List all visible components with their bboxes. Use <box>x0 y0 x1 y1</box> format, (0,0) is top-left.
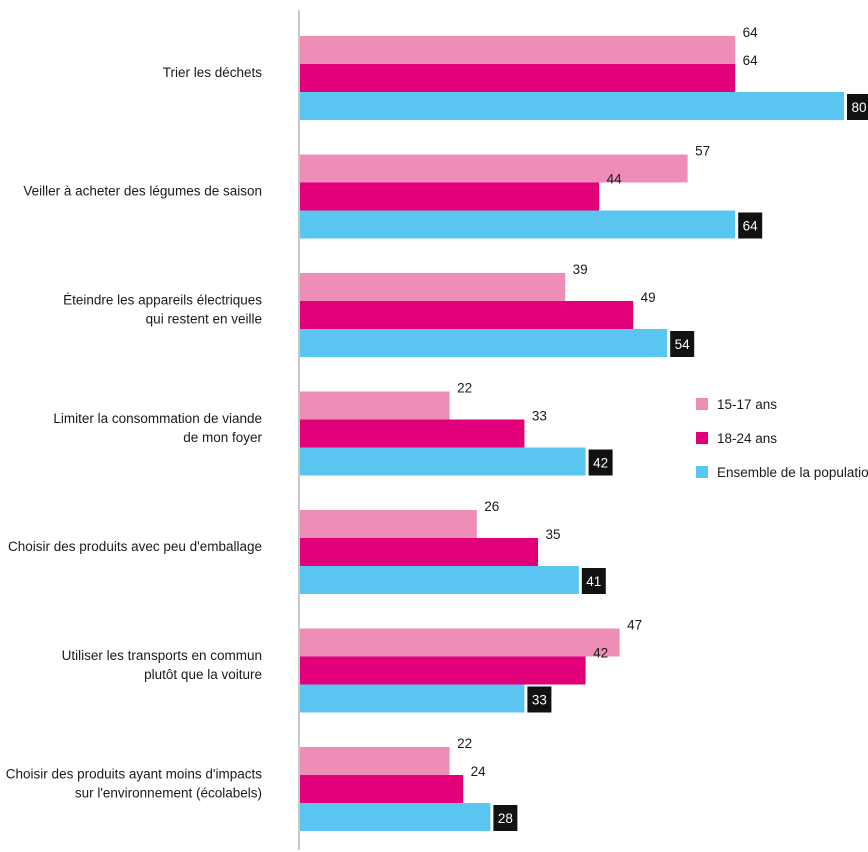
value-label: 24 <box>471 764 487 779</box>
value-label-box <box>527 686 552 713</box>
category-label: qui restent en veille <box>146 312 262 327</box>
bar-18-24-3 <box>300 419 525 448</box>
bar-15-17-6 <box>300 747 450 775</box>
legend-swatch <box>696 432 708 444</box>
legend-swatch <box>696 398 708 410</box>
category-label: Utiliser les transports en commun <box>62 648 262 663</box>
value-label: 44 <box>607 172 623 187</box>
legend-label: Ensemble de la population <box>717 465 868 480</box>
bar-18-24-2 <box>300 301 634 329</box>
legend: 15-17 ans 18-24 ans Ensemble de la populat… <box>696 397 868 480</box>
value-label-box <box>581 568 606 594</box>
category-label: Trier les déchets <box>163 65 263 80</box>
bar-18-24-6 <box>300 775 464 803</box>
value-label: 47 <box>627 618 642 633</box>
category-label: sur l'environnement (écolabels) <box>75 786 262 801</box>
value-label: 39 <box>573 262 588 277</box>
bar-18-24-1 <box>300 182 600 211</box>
bar-15-17-0 <box>300 36 736 64</box>
category-label: de mon foyer <box>183 430 262 445</box>
value-label-box <box>588 449 613 476</box>
value-label: 42 <box>593 456 608 471</box>
value-label: 64 <box>743 219 759 234</box>
bar-15-17-3 <box>300 391 450 420</box>
category-label: Limiter la consommation de viande <box>53 411 262 426</box>
value-label-box <box>670 331 695 357</box>
value-label-box <box>738 212 763 239</box>
value-label: 26 <box>484 499 499 514</box>
value-label: 28 <box>498 811 513 826</box>
bar-15-17-4 <box>300 510 477 538</box>
category-label: plutôt que la voiture <box>144 667 262 682</box>
category-labels: Trier les déchets Veiller à acheter des l… <box>6 65 263 801</box>
value-label: 22 <box>457 736 472 751</box>
value-label: 54 <box>675 337 691 352</box>
bar-18-24-0 <box>300 64 736 92</box>
value-label: 42 <box>593 646 608 661</box>
bar-18-24-4 <box>300 538 538 566</box>
value-label: 33 <box>532 409 547 424</box>
legend-label: 15-17 ans <box>717 397 777 412</box>
value-label: 22 <box>457 381 472 396</box>
bar-ensemble-2 <box>300 329 668 357</box>
category-label: Choisir des produits ayant moins d'impac… <box>6 767 262 782</box>
bar-ensemble-0 <box>300 92 844 120</box>
bar-15-17-5 <box>300 628 620 657</box>
value-label: 80 <box>851 100 866 115</box>
legend-swatch <box>696 466 708 478</box>
value-label-box <box>847 94 868 120</box>
value-label: 57 <box>695 144 710 159</box>
value-label: 49 <box>641 290 656 305</box>
bar-ensemble-3 <box>300 447 586 476</box>
legend-label: 18-24 ans <box>717 431 777 446</box>
bar-ensemble-1 <box>300 210 736 239</box>
category-label: Veiller à acheter des légumes de saison <box>23 184 262 199</box>
bar-15-17-2 <box>300 273 566 301</box>
category-label: Choisir des produits avec peu d'emballag… <box>8 539 262 554</box>
bar-ensemble-5 <box>300 684 525 713</box>
value-label-box <box>493 805 518 831</box>
bar-15-17-1 <box>300 154 688 183</box>
category-label: Éteindre les appareils électriques <box>63 293 262 308</box>
value-label: 64 <box>743 53 759 68</box>
value-label: 64 <box>743 25 759 40</box>
bar-ensemble-6 <box>300 803 491 831</box>
bar-18-24-5 <box>300 656 586 685</box>
value-label: 41 <box>586 574 601 589</box>
bar-ensemble-4 <box>300 566 579 594</box>
value-label: 35 <box>545 527 560 542</box>
value-label: 33 <box>532 693 547 708</box>
bars-group: 64 64 80 57 44 64 39 49 54 22 33 42 26 35 41 47 42 33 22 24… <box>300 25 868 831</box>
